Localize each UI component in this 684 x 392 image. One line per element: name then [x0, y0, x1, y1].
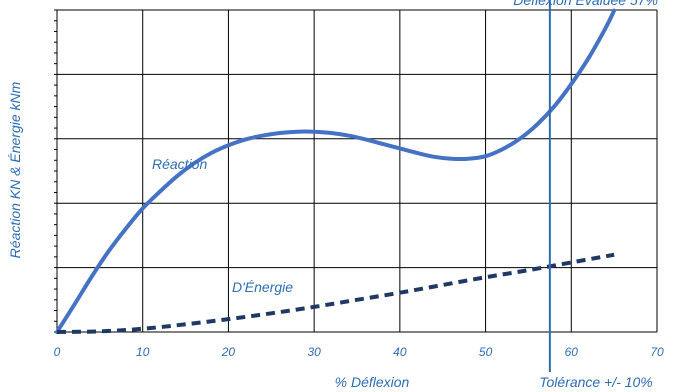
x-tick-label: 10: [136, 345, 150, 359]
x-axis-title: % Déflexion: [335, 374, 410, 390]
y-axis-title: Réaction KN & Énergie kNm: [7, 81, 23, 258]
x-tick-label: 30: [307, 345, 321, 359]
x-tick-label: 50: [479, 345, 493, 359]
tolerance-label: Tolérance +/- 10%: [539, 374, 653, 390]
x-tick-label: 60: [565, 345, 579, 359]
reaction-series-line: [55, 8, 617, 334]
grid-lines: [54, 9, 658, 333]
reaction-series-label: Réaction: [152, 156, 207, 172]
x-tick-label: 70: [650, 345, 664, 359]
rated-deflection-label: Déflexion Évaluée 57%: [513, 0, 658, 8]
x-tick-label: 20: [221, 345, 236, 359]
series-group: [55, 8, 617, 334]
x-tick-labels: 0 10 20 30 40 50 60 70: [54, 345, 664, 359]
x-tick-label: 40: [393, 345, 407, 359]
energy-series-label: D'Énergie: [232, 279, 293, 295]
x-tick-label: 0: [54, 345, 61, 359]
energy-series-line: [56, 252, 615, 334]
